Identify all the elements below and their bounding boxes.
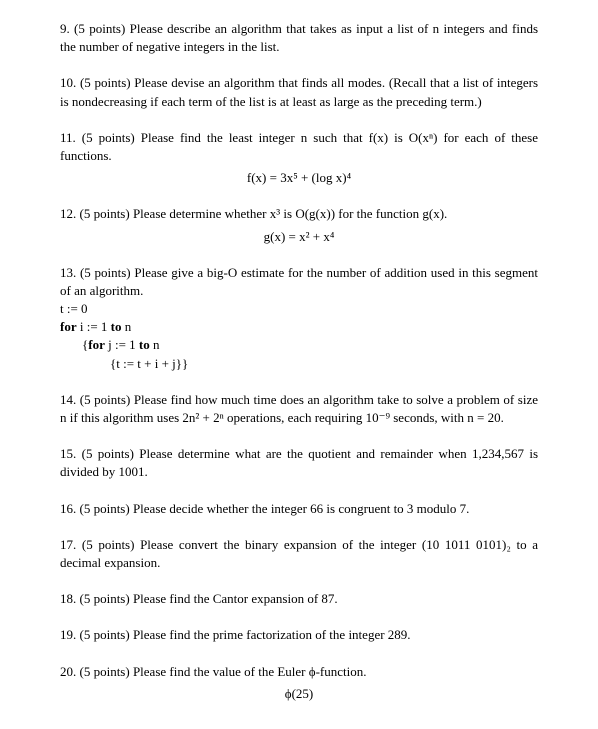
q20-text: 20. (5 points) Please find the value of … (60, 663, 538, 681)
q20-formula: ϕ(25) (60, 685, 538, 703)
q13-to1: to (111, 319, 122, 334)
q13-line3e: n (150, 337, 160, 352)
page-content: 9. (5 points) Please describe an algorit… (0, 0, 598, 729)
question-12: 12. (5 points) Please determine whether … (60, 205, 538, 245)
question-19: 19. (5 points) Please find the prime fac… (60, 626, 538, 644)
q13-line2d: n (122, 319, 132, 334)
question-14: 14. (5 points) Please find how much time… (60, 391, 538, 427)
q13-line1: t := 0 (60, 300, 538, 318)
q15-text: 15. (5 points) Please determine what are… (60, 445, 538, 481)
q13-line4: {t := t + i + j}} (110, 355, 538, 373)
q13-line3c: j := 1 (105, 337, 139, 352)
q10-text: 10. (5 points) Please devise an algorith… (60, 74, 538, 110)
q16-text: 16. (5 points) Please decide whether the… (60, 500, 538, 518)
q13-for2: for (88, 337, 105, 352)
q13-line3: {for j := 1 to n (82, 336, 538, 354)
question-18: 18. (5 points) Please find the Cantor ex… (60, 590, 538, 608)
q19-text: 19. (5 points) Please find the prime fac… (60, 626, 538, 644)
q11-text: 11. (5 points) Please find the least int… (60, 129, 538, 165)
question-10: 10. (5 points) Please devise an algorith… (60, 74, 538, 110)
q13-for1: for (60, 319, 77, 334)
q9-text: 9. (5 points) Please describe an algorit… (60, 20, 538, 56)
q12-text: 12. (5 points) Please determine whether … (60, 205, 538, 223)
q18-text: 18. (5 points) Please find the Cantor ex… (60, 590, 538, 608)
q14-text: 14. (5 points) Please find how much time… (60, 391, 538, 427)
question-15: 15. (5 points) Please determine what are… (60, 445, 538, 481)
q13-to2: to (139, 337, 150, 352)
q17-text: 17. (5 points) Please convert the binary… (60, 536, 538, 572)
q13-line2b: i := 1 (77, 319, 111, 334)
question-20: 20. (5 points) Please find the value of … (60, 663, 538, 703)
question-17: 17. (5 points) Please convert the binary… (60, 536, 538, 572)
question-16: 16. (5 points) Please decide whether the… (60, 500, 538, 518)
q11-formula: f(x) = 3x⁵ + (log x)⁴ (60, 169, 538, 187)
q13-text: 13. (5 points) Please give a big-O estim… (60, 264, 538, 300)
question-9: 9. (5 points) Please describe an algorit… (60, 20, 538, 56)
q12-formula: g(x) = x² + x⁴ (60, 228, 538, 246)
q13-line2: for i := 1 to n (60, 318, 538, 336)
question-11: 11. (5 points) Please find the least int… (60, 129, 538, 188)
question-13: 13. (5 points) Please give a big-O estim… (60, 264, 538, 373)
